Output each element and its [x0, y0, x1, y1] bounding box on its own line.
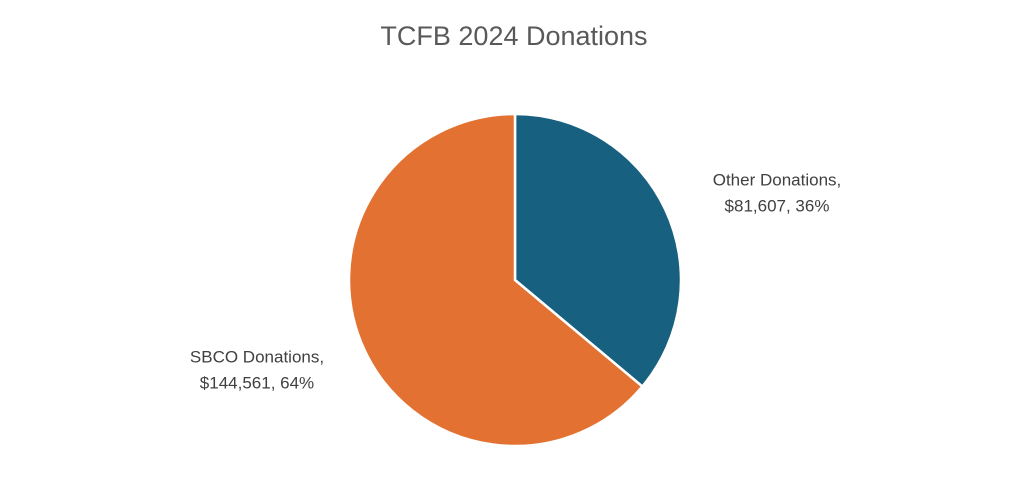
slice-value-label: $81,607, 36% — [725, 196, 830, 215]
pie-slice — [347, 112, 645, 448]
slice-category-label: SBCO Donations, — [190, 347, 324, 366]
chart-title: TCFB 2024 Donations — [380, 21, 647, 51]
pie-slice — [513, 112, 683, 389]
slice-value-label: $144,561, 64% — [200, 373, 314, 392]
slice-category-label: Other Donations, — [713, 170, 842, 189]
